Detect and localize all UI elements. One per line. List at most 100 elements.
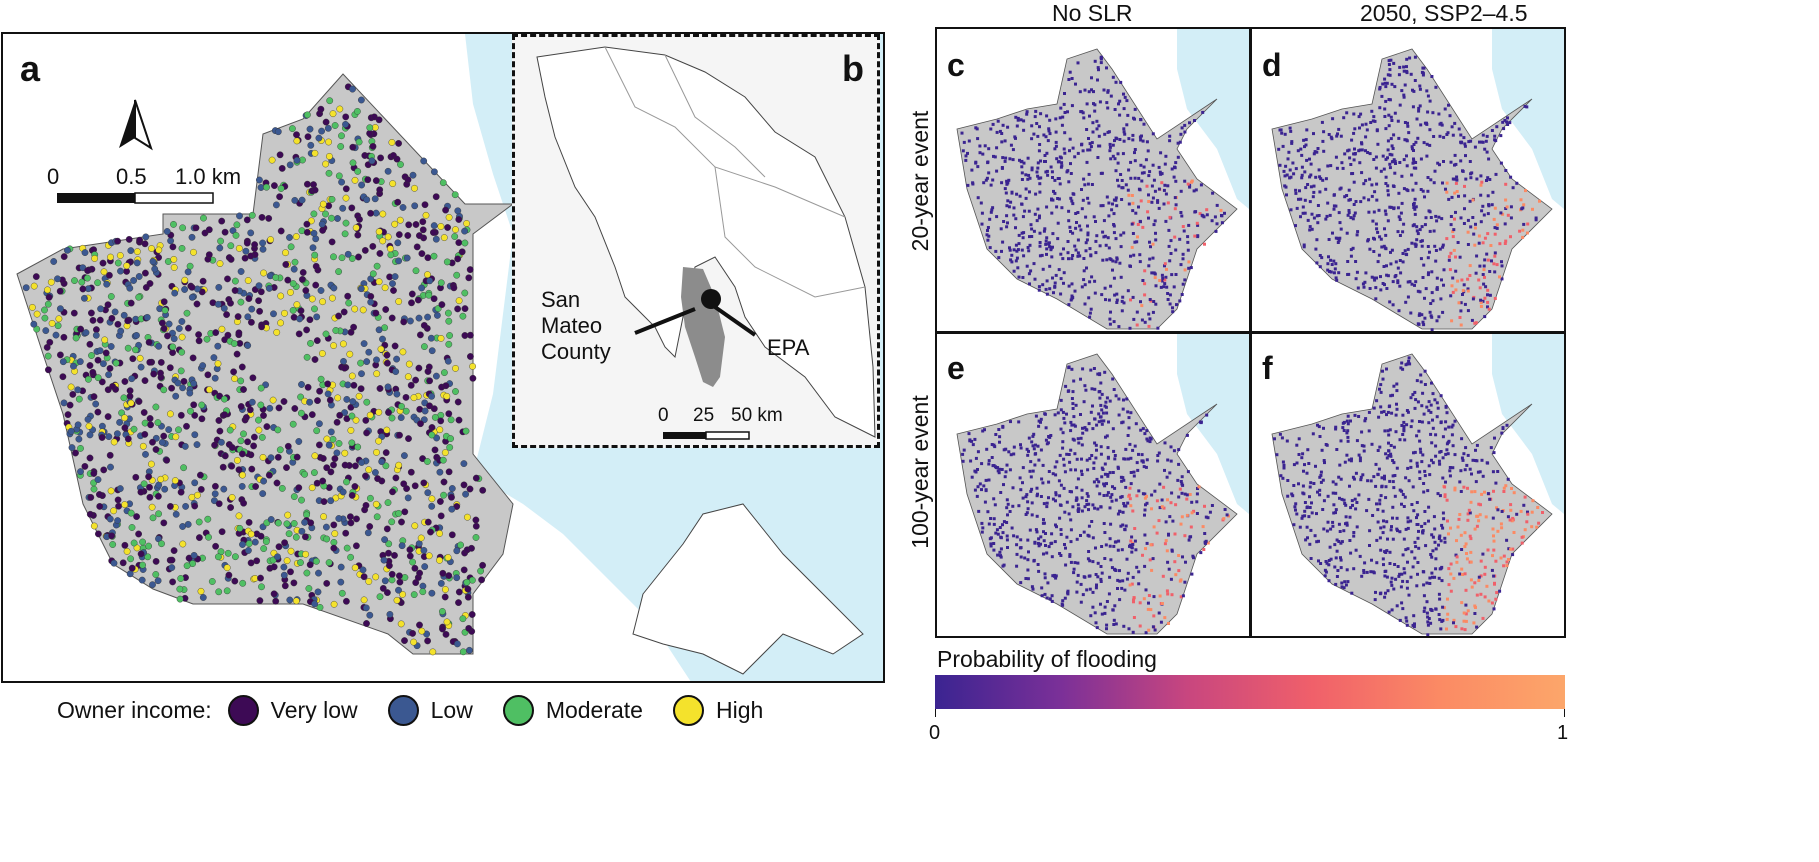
parcel-dot: [132, 346, 139, 354]
building-dot: [1331, 520, 1335, 524]
building-dot: [1122, 504, 1126, 508]
building-dot: [1281, 144, 1285, 148]
parcel-dot: [216, 427, 224, 435]
building-dot: [1070, 257, 1074, 261]
building-dot: [1327, 559, 1331, 562]
building-dot: [1346, 213, 1350, 217]
building-dot: [1402, 567, 1406, 571]
building-dot: [1415, 501, 1419, 504]
building-dot: [1094, 586, 1098, 590]
building-dot: [1334, 236, 1338, 240]
parcel-dot: [107, 293, 115, 300]
parcel-dot: [235, 466, 243, 474]
parcel-dot: [337, 578, 345, 586]
building-dot: [1434, 547, 1438, 551]
parcel-dot: [85, 422, 93, 430]
parcel-dot: [342, 219, 350, 227]
building-dot: [1419, 450, 1423, 454]
parcel-dot: [307, 339, 314, 347]
building-dot: [1414, 398, 1418, 402]
parcel-dot: [144, 553, 152, 561]
building-dot: [1037, 424, 1041, 428]
building-dot: [1026, 177, 1030, 181]
building-dot: [1132, 616, 1136, 619]
building-dot: [1450, 125, 1454, 129]
parcel-dot: [444, 357, 452, 365]
building-dot: [1159, 285, 1163, 289]
parcel-dot: [151, 265, 159, 273]
building-dot: [1115, 137, 1119, 141]
parcel-dot: [165, 320, 173, 328]
building-dot: [1385, 549, 1389, 553]
building-dot: [1488, 270, 1492, 273]
building-dot: [1087, 172, 1091, 176]
parcel-dot: [342, 113, 350, 121]
building-dot: [1396, 119, 1400, 123]
parcel-dot: [227, 255, 235, 263]
building-dot: [1045, 252, 1048, 256]
colorbar-min: 0: [929, 722, 941, 744]
building-dot: [1073, 155, 1077, 159]
building-dot: [1387, 433, 1391, 437]
building-dot: [1349, 254, 1353, 258]
parcel-dot: [90, 393, 98, 400]
parcel-dot: [345, 299, 353, 307]
building-dot: [1132, 598, 1135, 602]
building-dot: [1303, 211, 1307, 215]
parcel-dot: [79, 285, 87, 293]
building-dot: [1332, 204, 1336, 208]
parcel-dot: [86, 431, 94, 439]
building-dot: [1381, 369, 1384, 373]
building-dot: [1491, 470, 1495, 474]
building-dot: [1449, 215, 1453, 218]
parcel-dot: [259, 239, 266, 247]
parcel-dot: [121, 378, 129, 385]
building-dot: [1152, 595, 1156, 599]
parcel-dot: [472, 534, 480, 541]
building-dot: [1322, 459, 1326, 462]
parcel-dot: [233, 456, 241, 464]
building-dot: [1087, 137, 1090, 140]
building-dot: [1345, 231, 1349, 235]
parcel-dot: [211, 374, 219, 382]
building-dot: [1302, 138, 1306, 142]
building-dot: [1438, 597, 1442, 601]
building-dot: [1434, 454, 1438, 458]
parcel-dot: [393, 596, 401, 604]
building-dot: [1480, 492, 1484, 496]
building-dot: [1051, 472, 1055, 476]
parcel-dot: [444, 309, 452, 317]
parcel-dot: [391, 220, 399, 228]
building-dot: [970, 168, 974, 172]
building-dot: [1378, 445, 1382, 449]
building-dot: [1112, 224, 1116, 228]
building-dot: [1108, 506, 1112, 510]
building-dot: [1117, 539, 1121, 543]
income-legend: Owner income: Very low Low Moderate High: [57, 692, 763, 728]
building-dot: [1131, 509, 1135, 513]
building-dot: [1103, 462, 1107, 466]
building-dot: [1424, 544, 1428, 548]
building-dot: [1493, 270, 1497, 274]
building-dot: [1165, 475, 1169, 479]
building-dot: [1461, 573, 1465, 576]
parcel-dot: [376, 250, 384, 257]
building-dot: [1118, 113, 1122, 117]
building-dot: [1509, 175, 1513, 179]
building-dot: [1001, 523, 1004, 527]
building-dot: [964, 158, 968, 162]
building-dot: [1129, 539, 1133, 543]
parcel-dot: [216, 260, 224, 268]
building-dot: [1492, 262, 1496, 266]
building-dot: [1413, 207, 1417, 211]
building-dot: [1097, 412, 1101, 416]
building-dot: [1015, 535, 1019, 539]
building-dot: [1393, 494, 1397, 498]
parcel-dot: [249, 374, 257, 382]
parcel-dot: [287, 568, 294, 576]
building-dot: [1000, 140, 1004, 144]
building-dot: [1039, 535, 1043, 539]
building-dot: [1114, 394, 1118, 398]
building-dot: [1162, 285, 1166, 289]
building-dot: [1328, 213, 1332, 217]
